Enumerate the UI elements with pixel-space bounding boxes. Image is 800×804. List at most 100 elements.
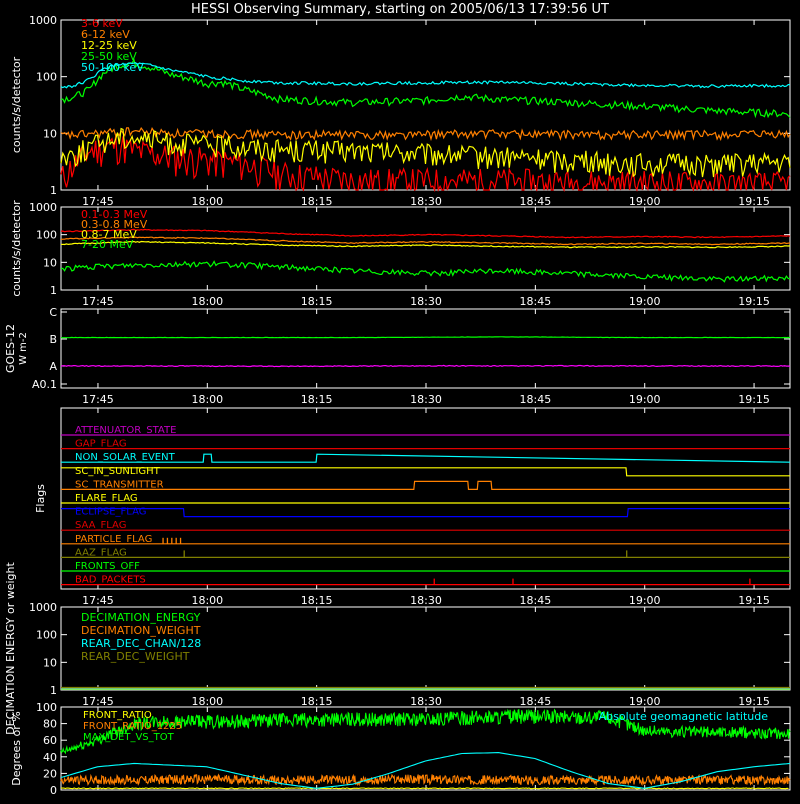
x-tick-label: 19:00 (629, 594, 661, 607)
flag-label: ATTENUATOR_STATE (75, 425, 176, 436)
y-axis-label: GOES-12 (4, 324, 17, 373)
x-tick-label: 18:15 (301, 393, 333, 406)
legend-entry: 0.8-7 MeV (81, 228, 137, 241)
series-line (60, 135, 791, 193)
y-axis-label: counts/s/detector (10, 200, 23, 297)
y-tick-label: A (49, 360, 57, 373)
flag-label: NON_SOLAR_EVENT (75, 452, 176, 463)
x-tick-label: 18:45 (520, 695, 552, 708)
series-line (60, 708, 791, 755)
x-tick-label: 17:45 (82, 195, 114, 208)
flag-line (61, 467, 790, 477)
x-tick-label: 18:00 (191, 695, 223, 708)
x-tick-label: 19:15 (738, 295, 770, 308)
x-tick-label: 18:00 (191, 393, 223, 406)
x-tick-label: 18:15 (301, 295, 333, 308)
series-line (60, 58, 791, 119)
panel-ratios: 0 20 40 60 80 100 Degrees or % FRONT_RATIOFRONT… (10, 701, 791, 797)
flag-line (61, 508, 790, 518)
y-tick-label: 40 (43, 751, 57, 764)
x-tick-label: 18:00 (191, 195, 223, 208)
series-line (60, 752, 791, 789)
legend-entry: 25-50 keV (81, 50, 137, 63)
x-tick-label: 19:00 (629, 393, 661, 406)
series-line (60, 260, 791, 283)
series-line (60, 228, 791, 239)
x-tick-label: 17:45 (82, 393, 114, 406)
legend-entry: FRONT_RATIO (83, 710, 152, 721)
y-axis-label: counts/s/detector (10, 56, 23, 153)
panel-frame (60, 19, 791, 191)
legend-entry: DECIMATION_ENERGY (81, 611, 201, 624)
y-tick-label: 1000 (29, 601, 57, 614)
x-tick-label: 19:15 (738, 393, 770, 406)
legend-entry: REAR_DEC_WEIGHT (81, 650, 190, 663)
y-axis-label: DECIMATION ENERGY or weight (4, 561, 17, 734)
x-tick-label: 18:15 (301, 195, 333, 208)
series-line (60, 62, 790, 89)
series-line (60, 127, 791, 142)
x-tick-label: 19:15 (738, 594, 770, 607)
flag-line (61, 480, 790, 490)
annotation-label: Absolute geomagnetic latitude (599, 710, 769, 723)
y-tick-label: A0.1 (32, 378, 57, 391)
x-tick-label: 18:30 (410, 594, 442, 607)
y-tick-label: 60 (43, 734, 57, 747)
legend-entry: 50-100 keV (81, 61, 144, 74)
flag-label: FRONTS_OFF (75, 561, 140, 572)
legend-entry: 3-6 keV (81, 17, 123, 30)
x-tick-label: 18:45 (520, 594, 552, 607)
panel-xray-counts: 17:45 18:00 18:15 18:30 18:45 19:00 19:15 1 10 10… (10, 14, 791, 208)
y-tick-label: 100 (36, 229, 57, 242)
y-tick-label: 1000 (29, 201, 57, 214)
panel-frame (60, 308, 791, 389)
y-axis-label: Flags (34, 484, 47, 513)
figure-title: HESSI Observing Summary, starting on 200… (191, 2, 609, 17)
x-tick-label: 18:30 (410, 393, 442, 406)
panel-frame (60, 206, 791, 291)
panel-goes-flux: 17:45 18:00 18:15 18:30 18:45 19:00 19:15 A0.1 A… (4, 306, 791, 406)
flag-label: SAA_FLAG (75, 520, 126, 531)
x-tick-label: 18:00 (191, 594, 223, 607)
x-tick-label: 18:45 (520, 393, 552, 406)
x-tick-label: 18:15 (301, 695, 333, 708)
series-line (60, 773, 791, 787)
legend-entry: FRONT_RATIO_1225 (83, 721, 182, 732)
x-tick-label: 18:15 (301, 594, 333, 607)
x-tick-label: 19:15 (738, 195, 770, 208)
series-line (60, 364, 791, 368)
x-tick-label: 17:45 (82, 295, 114, 308)
x-tick-label: 18:45 (520, 195, 552, 208)
y-axis-label: Degrees or % (10, 711, 23, 785)
legend-entry: 6-12 keV (81, 28, 130, 41)
x-tick-label: 17:45 (82, 594, 114, 607)
y-tick-label: 80 (43, 718, 57, 731)
series-line (60, 236, 791, 246)
y-tick-label: 20 (43, 767, 57, 780)
x-tick-label: 18:30 (410, 695, 442, 708)
legend-entry: 0.3-0.8 MeV (81, 218, 148, 231)
panel-frame (60, 407, 791, 590)
flag-label: AAZ_FLAG (75, 547, 127, 558)
legend-entry: 12-25 keV (81, 39, 137, 52)
flag-label: BAD_PACKETS (75, 575, 146, 586)
y-tick-label: C (49, 306, 57, 319)
flag-label: FLARE_FLAG (75, 493, 138, 504)
flag-label: SC_TRANSMITTER (75, 479, 164, 490)
legend-entry: REAR_DEC_CHAN/128 (81, 637, 201, 650)
x-tick-label: 19:00 (629, 195, 661, 208)
legend-entry: 0.1-0.3 MeV (81, 208, 148, 221)
x-tick-label: 18:00 (191, 295, 223, 308)
x-tick-label: 18:45 (520, 295, 552, 308)
series-line (60, 240, 791, 249)
y-tick-label: 100 (36, 701, 57, 714)
x-tick-label: 19:00 (629, 695, 661, 708)
y-tick-label: 1 (50, 684, 57, 697)
legend-entry: MAX_DET_VS_TOT (83, 732, 175, 743)
y-unit-label: W m-2 (18, 332, 29, 365)
y-tick-label: 10 (43, 256, 57, 269)
x-tick-label: 18:30 (410, 195, 442, 208)
flag-line (61, 453, 791, 463)
